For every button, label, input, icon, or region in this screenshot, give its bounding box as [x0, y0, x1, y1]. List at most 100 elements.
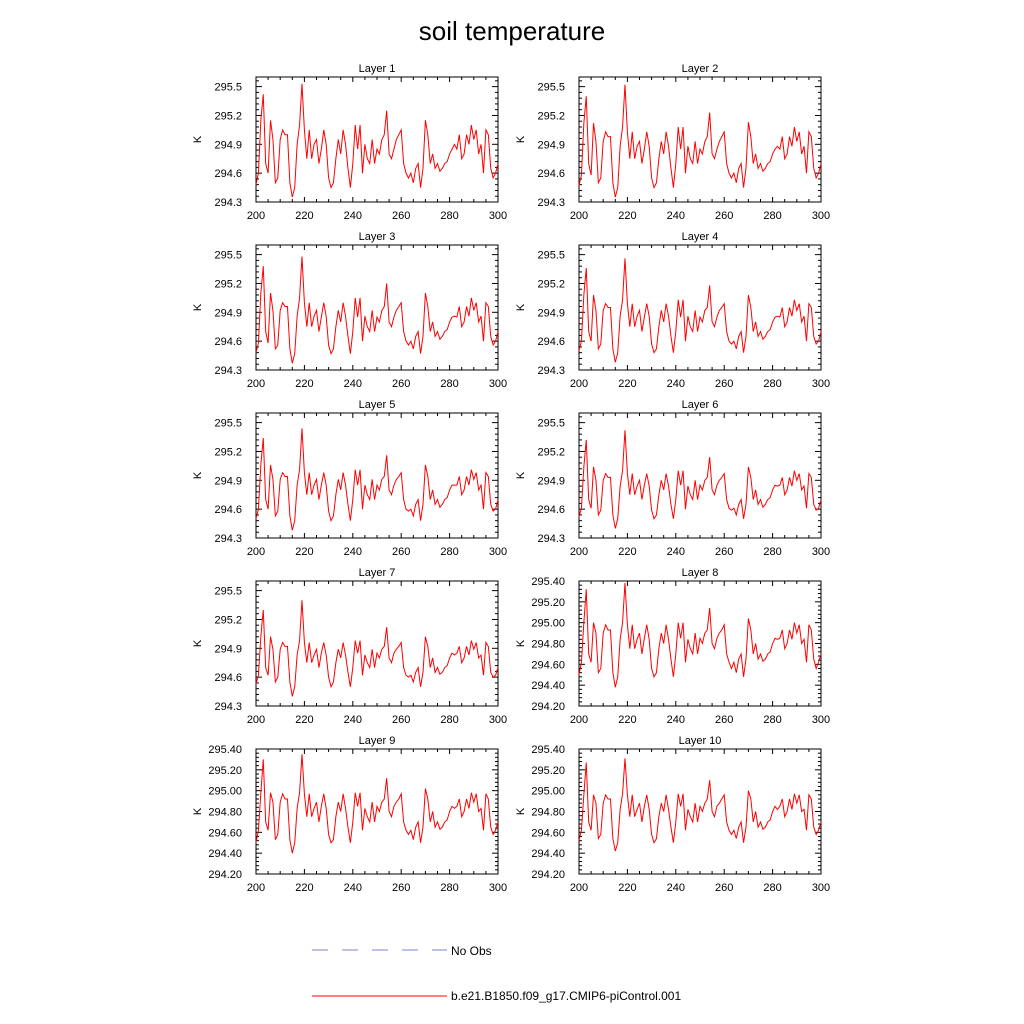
- x-tick-label: 240: [667, 714, 685, 726]
- series-line: [578, 258, 822, 363]
- x-tick-label: 280: [763, 714, 781, 726]
- y-tick-label: 294.6: [537, 336, 565, 348]
- y-tick-label: 294.40: [208, 848, 242, 860]
- y-axis-label: K: [515, 303, 527, 311]
- series-line: [578, 430, 822, 529]
- series-line: [255, 754, 499, 854]
- y-tick-label: 295.20: [531, 597, 565, 609]
- panel-title: Layer 2: [682, 63, 719, 75]
- y-tick-label: 294.60: [531, 827, 565, 839]
- panel-layer-1: Layer 1 K 200 220 240 260 280 300 294.3 294.6 294.…: [192, 63, 507, 222]
- x-tick-label: 300: [812, 882, 830, 894]
- x-tick-label: 220: [618, 546, 636, 558]
- y-tick-label: 295.5: [214, 82, 242, 94]
- y-tick-label: 294.9: [537, 139, 565, 151]
- x-tick-label: 240: [344, 378, 362, 390]
- panel-layer-10: Layer 10 K 200 220 240 260 280 300 294.20 294.40 2…: [515, 735, 830, 894]
- x-tick-label: 260: [392, 378, 410, 390]
- panel-title: Layer 9: [359, 735, 396, 747]
- panel-layer-6: Layer 6 K 200 220 240 260 280 300 294.3 294.6 294.…: [515, 399, 830, 558]
- x-tick-label: 280: [763, 546, 781, 558]
- x-tick-label: 240: [344, 546, 362, 558]
- y-tick-label: 294.9: [214, 643, 242, 655]
- y-axis-label: K: [515, 135, 527, 143]
- panel-frame: [255, 76, 499, 203]
- y-tick-label: 295.00: [208, 786, 242, 798]
- y-tick-label: 295.5: [214, 418, 242, 430]
- x-tick-label: 280: [440, 546, 458, 558]
- y-tick-label: 294.3: [537, 365, 565, 377]
- x-tick-label: 220: [295, 210, 313, 222]
- x-tick-label: 240: [667, 882, 685, 894]
- y-axis-label: K: [192, 303, 204, 311]
- x-tick-label: 300: [812, 378, 830, 390]
- x-tick-label: 280: [440, 210, 458, 222]
- y-tick-label: 295.2: [537, 110, 565, 122]
- series-line: [255, 83, 499, 198]
- y-tick-label: 294.60: [531, 659, 565, 671]
- y-tick-label: 294.6: [214, 672, 242, 684]
- panel-title: Layer 5: [359, 399, 396, 411]
- y-tick-label: 294.3: [537, 197, 565, 209]
- x-tick-label: 200: [247, 546, 265, 558]
- x-tick-label: 300: [812, 546, 830, 558]
- x-tick-label: 280: [440, 714, 458, 726]
- y-tick-label: 295.40: [531, 576, 565, 588]
- y-tick-label: 294.9: [214, 139, 242, 151]
- y-tick-label: 294.6: [537, 168, 565, 180]
- y-axis-label: K: [515, 807, 527, 815]
- panel-frame: [255, 580, 499, 707]
- panel-grid: Layer 1 K 200 220 240 260 280 300 294.3 294.6 294.…: [192, 63, 830, 894]
- y-tick-label: 294.80: [531, 639, 565, 651]
- x-tick-label: 260: [715, 378, 733, 390]
- x-tick-label: 260: [715, 546, 733, 558]
- x-tick-label: 280: [763, 378, 781, 390]
- y-tick-label: 294.9: [214, 475, 242, 487]
- y-tick-label: 295.20: [531, 765, 565, 777]
- x-tick-label: 240: [667, 378, 685, 390]
- x-tick-label: 260: [392, 714, 410, 726]
- y-tick-label: 295.2: [214, 278, 242, 290]
- panel-frame: [578, 76, 822, 203]
- x-tick-label: 240: [344, 210, 362, 222]
- y-tick-label: 294.3: [214, 533, 242, 545]
- x-tick-label: 280: [440, 378, 458, 390]
- y-tick-label: 294.3: [537, 533, 565, 545]
- x-tick-label: 260: [715, 714, 733, 726]
- y-tick-label: 294.6: [537, 504, 565, 516]
- x-tick-label: 280: [763, 882, 781, 894]
- series-line: [255, 600, 499, 697]
- figure-title: soil temperature: [419, 16, 605, 46]
- x-tick-label: 220: [618, 210, 636, 222]
- y-tick-label: 295.2: [537, 278, 565, 290]
- legend-model-label: b.e21.B1850.f09_g17.CMIP6-piControl.001: [451, 989, 681, 1003]
- panel-title: Layer 10: [679, 735, 722, 747]
- y-tick-label: 294.80: [531, 807, 565, 819]
- x-tick-label: 300: [489, 714, 507, 726]
- panel-frame: [578, 412, 822, 539]
- legend-obs-label: No Obs: [451, 944, 492, 958]
- panel-layer-4: Layer 4 K 200 220 240 260 280 300 294.3 294.6 294.…: [515, 231, 830, 390]
- x-tick-label: 260: [392, 210, 410, 222]
- panel-layer-3: Layer 3 K 200 220 240 260 280 300 294.3 294.6 294.…: [192, 231, 507, 390]
- x-tick-label: 240: [344, 882, 362, 894]
- panel-title: Layer 7: [359, 567, 396, 579]
- series-line: [255, 256, 499, 364]
- x-tick-label: 260: [392, 546, 410, 558]
- x-tick-label: 200: [570, 378, 588, 390]
- x-tick-label: 300: [489, 882, 507, 894]
- x-tick-label: 200: [247, 882, 265, 894]
- panel-layer-2: Layer 2 K 200 220 240 260 280 300 294.3 294.6 294.…: [515, 63, 830, 222]
- y-tick-label: 295.00: [531, 786, 565, 798]
- y-tick-label: 294.3: [214, 701, 242, 713]
- y-tick-label: 295.2: [214, 110, 242, 122]
- x-tick-label: 200: [247, 378, 265, 390]
- panel-frame: [255, 244, 499, 371]
- x-tick-label: 300: [489, 546, 507, 558]
- y-tick-label: 294.60: [208, 827, 242, 839]
- y-axis-label: K: [192, 807, 204, 815]
- y-tick-label: 295.5: [537, 82, 565, 94]
- y-tick-label: 295.5: [214, 586, 242, 598]
- y-tick-label: 294.6: [214, 168, 242, 180]
